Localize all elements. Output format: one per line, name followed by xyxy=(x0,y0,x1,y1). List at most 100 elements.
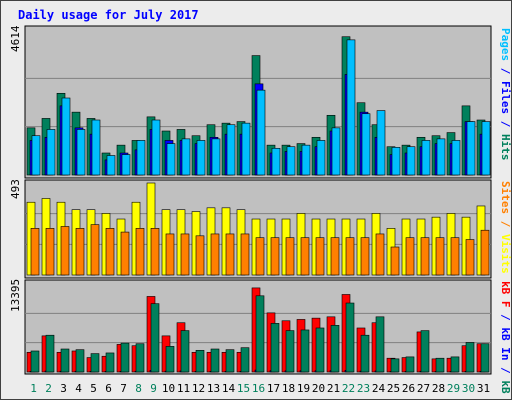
kb-out-bar xyxy=(465,342,475,373)
pages-bar xyxy=(226,124,236,176)
pages-bar xyxy=(466,121,476,176)
pages-bar xyxy=(151,119,161,176)
kb-out-bar xyxy=(105,352,115,373)
sites-bar xyxy=(480,229,490,276)
x-tick-label: 1 xyxy=(30,382,37,395)
pages-bar xyxy=(46,129,56,176)
kb-out-bar xyxy=(270,323,280,373)
pages-bar xyxy=(196,140,206,176)
x-tick-label: 26 xyxy=(402,382,415,395)
legend-part: kB Out xyxy=(499,380,512,400)
pages-bar xyxy=(346,39,356,176)
pages-bar xyxy=(91,119,101,176)
pages-bar xyxy=(31,135,41,176)
kb-out-bar xyxy=(345,302,355,373)
sites-bar xyxy=(195,235,205,276)
legend-part: / xyxy=(499,61,512,81)
x-tick-label: 5 xyxy=(90,382,97,395)
x-tick-label: 22 xyxy=(342,382,355,395)
x-tick-label: 24 xyxy=(372,382,386,395)
kb-out-bar xyxy=(450,356,460,373)
sites-bar xyxy=(135,228,145,276)
kb-out-bar xyxy=(255,295,265,373)
x-tick-label: 14 xyxy=(222,382,236,395)
legend-part: / xyxy=(499,114,512,134)
kb-out-bar xyxy=(225,349,235,373)
kb-out-bar xyxy=(60,348,70,373)
legend-part: Visits xyxy=(499,234,512,274)
x-tick-label: 25 xyxy=(387,382,400,395)
pages-bar xyxy=(436,138,446,176)
pages-bar xyxy=(256,89,266,176)
x-tick-label: 13 xyxy=(207,382,220,395)
sites-bar xyxy=(465,239,475,276)
kb-out-bar xyxy=(150,303,160,373)
sites-bar xyxy=(435,237,445,276)
x-tick-label: 11 xyxy=(177,382,190,395)
x-tick-label: 27 xyxy=(417,382,430,395)
pages-bar xyxy=(421,140,431,176)
pages-bar xyxy=(331,127,341,176)
kb-out-bar xyxy=(315,327,325,373)
top-max-label: 4614 xyxy=(9,25,22,52)
sites-bar xyxy=(345,237,355,276)
x-tick-label: 19 xyxy=(297,382,310,395)
chart-title: Daily usage for July 2017 xyxy=(18,8,199,22)
bars xyxy=(26,36,491,373)
x-tick-label: 18 xyxy=(282,382,295,395)
bottom-max-label: 13395 xyxy=(9,279,22,312)
x-tick-label: 21 xyxy=(327,382,340,395)
kb-out-bar xyxy=(180,330,190,373)
sites-bar xyxy=(165,233,175,276)
kb-out-bar xyxy=(435,357,445,373)
sites-bar xyxy=(240,233,250,276)
sites-bar xyxy=(180,233,190,276)
pages-bar xyxy=(286,146,296,176)
x-tick-label: 12 xyxy=(192,382,205,395)
kb-out-bar xyxy=(195,350,205,373)
legend-part: kB In xyxy=(499,327,512,360)
legend-part: Hits xyxy=(499,134,512,161)
x-tick-label: 29 xyxy=(447,382,460,395)
x-tick-label: 15 xyxy=(237,382,250,395)
pages-bar xyxy=(391,147,401,176)
x-tick-label: 30 xyxy=(462,382,475,395)
x-tick-label: 16 xyxy=(252,382,265,395)
pages-bar xyxy=(166,143,176,176)
sites-bar xyxy=(390,246,400,276)
x-tick-label: 9 xyxy=(150,382,157,395)
sites-bar xyxy=(450,237,460,276)
sites-bar xyxy=(60,226,70,276)
pages-bar xyxy=(76,129,86,176)
x-axis-day-labels: 1 2 3 4 5 6 7 8 9 10 11 12 13 14 15 16 17 18 19 20 21 22 23 24 2… xyxy=(30,382,490,395)
kb-out-bar xyxy=(375,316,385,373)
kb-out-bar xyxy=(300,329,310,373)
sites-bar xyxy=(75,228,85,276)
x-tick-label: 3 xyxy=(60,382,67,395)
sites-bar xyxy=(105,228,115,276)
sites-bar xyxy=(150,228,160,276)
kb-out-bar xyxy=(330,325,340,373)
pages-bar xyxy=(106,155,116,176)
legend-pages-files-hits: Pages / Files / Hits xyxy=(499,28,512,161)
x-tick-label: 6 xyxy=(105,382,112,395)
sites-bar xyxy=(330,237,340,276)
sites-bar xyxy=(90,224,100,276)
pages-bar xyxy=(451,140,461,176)
x-tick-label: 7 xyxy=(120,382,127,395)
pages-bar xyxy=(481,121,491,176)
pages-bar xyxy=(271,147,281,176)
kb-out-bar xyxy=(420,330,430,373)
sites-bar xyxy=(225,233,235,276)
middle-max-label: 493 xyxy=(9,179,22,199)
pages-bar xyxy=(121,154,131,176)
legend-part: Pages xyxy=(499,28,512,61)
pages-bar xyxy=(136,140,146,176)
pages-bar xyxy=(316,140,326,176)
sites-bar xyxy=(375,233,385,276)
pages-bar xyxy=(241,122,251,176)
sites-bar xyxy=(405,237,415,276)
sites-bar xyxy=(120,231,130,276)
kb-out-bar xyxy=(480,343,490,373)
